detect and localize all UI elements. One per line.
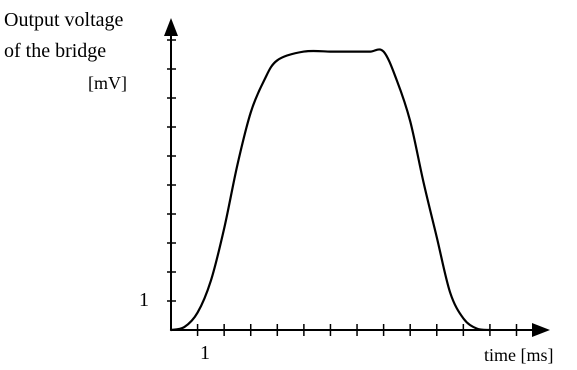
- y-axis-label-line-1: Output voltage: [4, 9, 124, 31]
- x-axis-arrowhead: [532, 323, 550, 337]
- y-axis-arrowhead: [164, 18, 178, 36]
- ticks: [167, 39, 518, 336]
- y-tick-label: 1: [139, 289, 149, 311]
- y-axis-unit: [mV]: [88, 73, 127, 93]
- y-axis-label-line-2: of the bridge: [4, 40, 106, 62]
- series-line: [169, 48, 492, 332]
- axes: [164, 18, 550, 337]
- x-tick-label: 1: [200, 342, 210, 364]
- x-axis-label: time [ms]: [484, 345, 554, 365]
